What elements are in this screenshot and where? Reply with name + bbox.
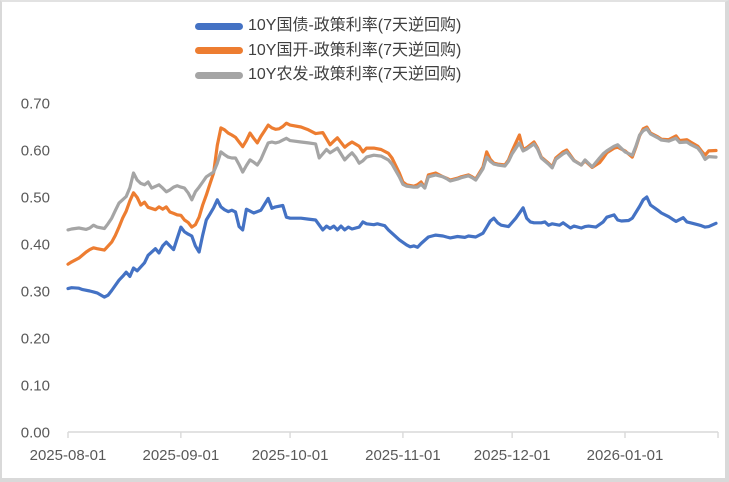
y-axis-tick-label: 0.40 — [21, 237, 50, 254]
x-axis-tick-label: 2025-10-01 — [252, 447, 329, 464]
legend-label: 10Y国债-政策利率(7天逆回购) — [248, 17, 462, 35]
legend-item: 10Y农发-政策利率(7天逆回购) — [195, 63, 461, 88]
y-axis-tick-label: 0.30 — [21, 284, 50, 301]
y-axis-tick-label: 0.60 — [21, 143, 50, 160]
x-axis-tick-label: 2025-12-01 — [474, 447, 551, 464]
line-nongfa — [66, 127, 718, 232]
legend-label: 10Y国开-政策利率(7天逆回购) — [248, 41, 462, 59]
y-axis-tick-label: 0.50 — [21, 190, 50, 207]
legend-line-marker — [195, 71, 243, 79]
legend-line-marker — [195, 47, 243, 55]
y-axis-tick-label: 0.00 — [21, 425, 50, 442]
x-axis-tick-label: 2025-11-01 — [365, 447, 441, 464]
y-axis-tick-label: 0.70 — [21, 96, 50, 113]
chart-legend: 10Y国债-政策利率(7天逆回购) 10Y国开-政策利率(7天逆回购) 10Y农发-… — [195, 14, 461, 88]
line-guokai — [66, 121, 718, 266]
x-axis-tick-label: 2025-09-01 — [142, 447, 219, 464]
line-guozhai — [66, 195, 718, 299]
legend-item: 10Y国债-政策利率(7天逆回购) — [195, 14, 461, 39]
legend-label: 10Y农发-政策利率(7天逆回购) — [248, 66, 462, 84]
y-axis-tick-label: 0.20 — [21, 331, 50, 348]
x-axis-tick-label: 2025-08-01 — [30, 447, 107, 464]
legend-item: 10Y国开-政策利率(7天逆回购) — [195, 39, 461, 64]
x-axis-tick-label: 2026-01-01 — [587, 447, 664, 464]
y-axis-tick-label: 0.10 — [21, 378, 50, 395]
legend-line-marker — [195, 22, 243, 30]
